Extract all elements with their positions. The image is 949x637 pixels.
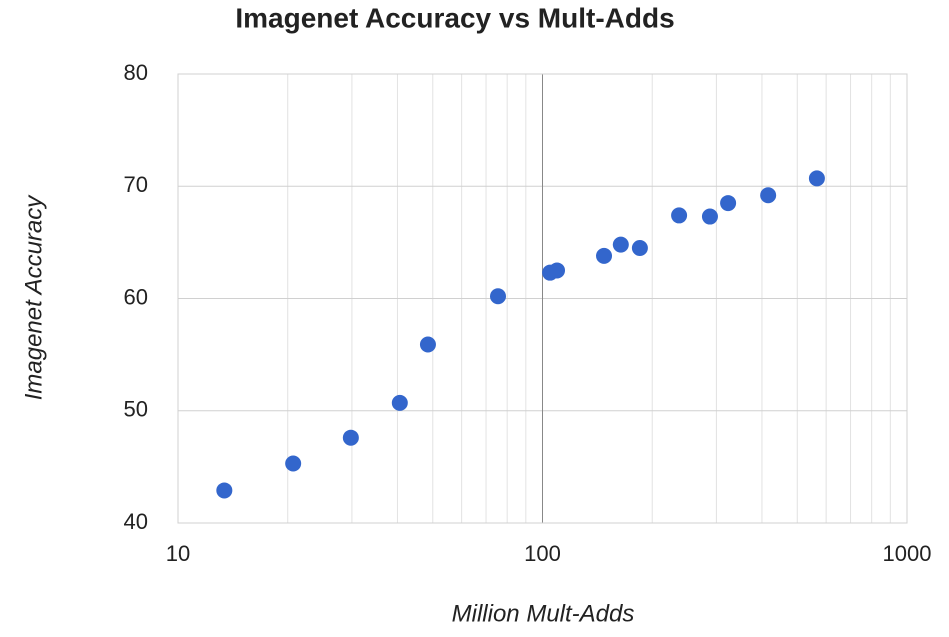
y-tick-label: 80 — [124, 60, 148, 85]
point — [671, 207, 688, 224]
chart-title: Imagenet Accuracy vs Mult-Adds — [235, 2, 674, 33]
point — [760, 187, 777, 204]
x-tick-label: 1000 — [883, 541, 932, 566]
y-axis-label: Imagenet Accuracy — [20, 194, 47, 401]
point — [596, 247, 613, 264]
point — [612, 236, 629, 253]
y-tick-label: 60 — [124, 284, 148, 309]
point — [631, 239, 648, 256]
plot-border — [177, 73, 908, 524]
x-axis-label: Million Mult-Adds — [452, 600, 635, 627]
x-tick-label: 10 — [166, 541, 190, 566]
y-tick-label: 70 — [124, 172, 148, 197]
point — [342, 429, 359, 446]
point — [701, 208, 718, 225]
point — [808, 170, 825, 187]
y-tick-label: 40 — [124, 509, 148, 534]
point — [391, 394, 408, 411]
point — [490, 288, 507, 305]
point — [216, 482, 233, 499]
point — [720, 195, 737, 212]
point — [549, 262, 566, 279]
point — [285, 455, 302, 472]
x-tick-label: 100 — [524, 541, 561, 566]
point — [419, 336, 436, 353]
y-tick-label: 50 — [124, 397, 148, 422]
